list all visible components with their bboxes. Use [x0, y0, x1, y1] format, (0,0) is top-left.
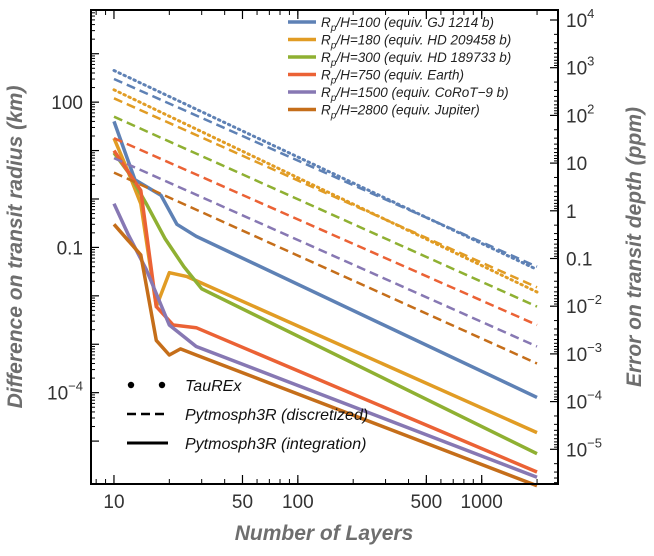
y-left-tick-base: 0.1	[57, 238, 83, 259]
y-left-tick-label: 0.1	[57, 238, 83, 259]
legend-entry-subscript: p	[330, 111, 337, 122]
y-right-tick-base: 10	[566, 154, 587, 175]
y-right-tick-base: 10	[566, 393, 587, 414]
legend-entry-r: R	[321, 68, 331, 83]
x-tick-label: 50	[232, 492, 253, 513]
y-right-tick-base: 10	[566, 297, 587, 318]
legend-entry-subscript: p	[330, 58, 337, 69]
series-5-discretized-line	[113, 156, 538, 348]
y-right-tick-label: 10−2	[566, 292, 602, 318]
y-right-tick-label: 103	[566, 54, 594, 80]
y-right-tick-exponent: −2	[587, 292, 602, 307]
legend-entry-subscript: p	[330, 93, 337, 104]
style-legend-label-taurex: TauREx	[185, 378, 242, 395]
y-right-tick-base: 10	[566, 59, 587, 80]
y-right-tick-exponent: 3	[587, 54, 594, 69]
series-3-discretized-line	[113, 115, 538, 308]
legend-entry-text: /H=2800 (equiv. Jupiter)	[335, 103, 479, 118]
y-right-tick-base: 10	[566, 440, 587, 461]
series-legend: Rp/H=100 (equiv. GJ 1214 b)Rp/H=180 (equ…	[288, 15, 511, 122]
series-4-discretized-line	[113, 137, 538, 327]
taurex-dot	[127, 381, 135, 389]
series-5-integration-line	[112, 202, 538, 479]
y-right-tick-base: 1	[566, 202, 577, 223]
y-right-tick-label: 104	[566, 6, 594, 32]
legend-entry-text: /H=300 (equiv. HD 189733 b)	[335, 50, 511, 65]
series-6-integration-line	[112, 223, 538, 488]
y-right-tick-label: 1	[566, 202, 577, 223]
legend-entry-text: /H=1500 (equiv. CoRoT−9 b)	[335, 85, 508, 100]
legend-entry-2: Rp/H=180 (equiv. HD 209458 b)	[321, 33, 511, 52]
y-left-tick-base: 100	[51, 93, 83, 114]
legend-entry-text: /H=100 (equiv. GJ 1214 b)	[335, 15, 494, 30]
y-right-tick-base: 10	[566, 11, 587, 32]
style-legend-label-integration: Pytmosph3R (integration)	[185, 436, 366, 453]
style-legend-label-discretized: Pytmosph3R (discretized)	[185, 407, 368, 424]
y-right-tick-label: 10	[566, 154, 587, 175]
series-6-discretized-line	[113, 171, 538, 365]
y-left-tick-base: 10	[47, 384, 68, 405]
legend-entry-subscript: p	[330, 41, 337, 52]
series-2-discretized-line	[113, 97, 538, 289]
y-right-tick-label: 0.1	[566, 250, 592, 271]
left-y-axis-title: Difference on transit radius (km)	[4, 86, 27, 409]
legend-entry-4: Rp/H=750 (equiv. Earth)	[321, 68, 464, 87]
x-tick-label: 1000	[461, 492, 503, 513]
y-right-tick-exponent: −3	[587, 340, 602, 355]
legend-entry-5: Rp/H=1500 (equiv. CoRoT−9 b)	[321, 85, 509, 104]
legend-entry-text: /H=180 (equiv. HD 209458 b)	[335, 33, 511, 48]
y-right-tick-exponent: −5	[587, 435, 602, 450]
y-left-tick-exponent: −4	[68, 379, 83, 394]
legend-entry-r: R	[321, 103, 331, 118]
plot-lines	[112, 69, 539, 488]
legend-entry-1: Rp/H=100 (equiv. GJ 1214 b)	[321, 15, 494, 34]
right-y-axis-title: Error on transit depth (ppm)	[623, 107, 646, 387]
legend-entry-6: Rp/H=2800 (equiv. Jupiter)	[321, 103, 480, 122]
x-tick-label: 500	[411, 492, 443, 513]
y-right-tick-exponent: −4	[587, 388, 602, 403]
y-right-tick-label: 102	[566, 101, 594, 127]
legend-entry-r: R	[321, 85, 331, 100]
y-right-tick-base: 10	[566, 106, 587, 127]
y-right-tick-label: 10−4	[566, 388, 602, 414]
legend-entry-r: R	[321, 15, 331, 30]
legend-entry-text: /H=750 (equiv. Earth)	[335, 68, 464, 83]
series-1-discretized-line	[113, 77, 538, 268]
y-right-tick-exponent: 4	[587, 6, 594, 21]
legend-entry-3: Rp/H=300 (equiv. HD 189733 b)	[321, 50, 511, 69]
x-tick-label: 10	[103, 492, 124, 513]
y-left-tick-label: 100	[51, 93, 83, 114]
legend-entry-subscript: p	[330, 23, 337, 34]
series-1-integration-line	[112, 120, 538, 399]
y-right-tick-base: 0.1	[566, 250, 592, 271]
style-legend: TauREx Pytmosph3R (discretized) Pytmosph3R…	[127, 378, 368, 453]
y-left-tick-label: 10−4	[47, 379, 83, 405]
legend-entry-subscript: p	[330, 76, 337, 87]
y-right-tick-exponent: 2	[587, 101, 594, 116]
y-right-tick-label: 10−3	[566, 340, 602, 366]
taurex-dot	[158, 381, 166, 389]
y-right-tick-label: 10−5	[566, 435, 602, 461]
series-2-taurex-line	[112, 88, 539, 294]
x-axis-title: Number of Layers	[235, 522, 414, 545]
y-right-tick-base: 10	[566, 345, 587, 366]
axes: 10 50 100 500 10001000.110−41041031021010.11…	[47, 6, 602, 513]
legend-entry-r: R	[321, 33, 331, 48]
legend-entry-r: R	[321, 50, 331, 65]
x-tick-label: 100	[282, 492, 314, 513]
